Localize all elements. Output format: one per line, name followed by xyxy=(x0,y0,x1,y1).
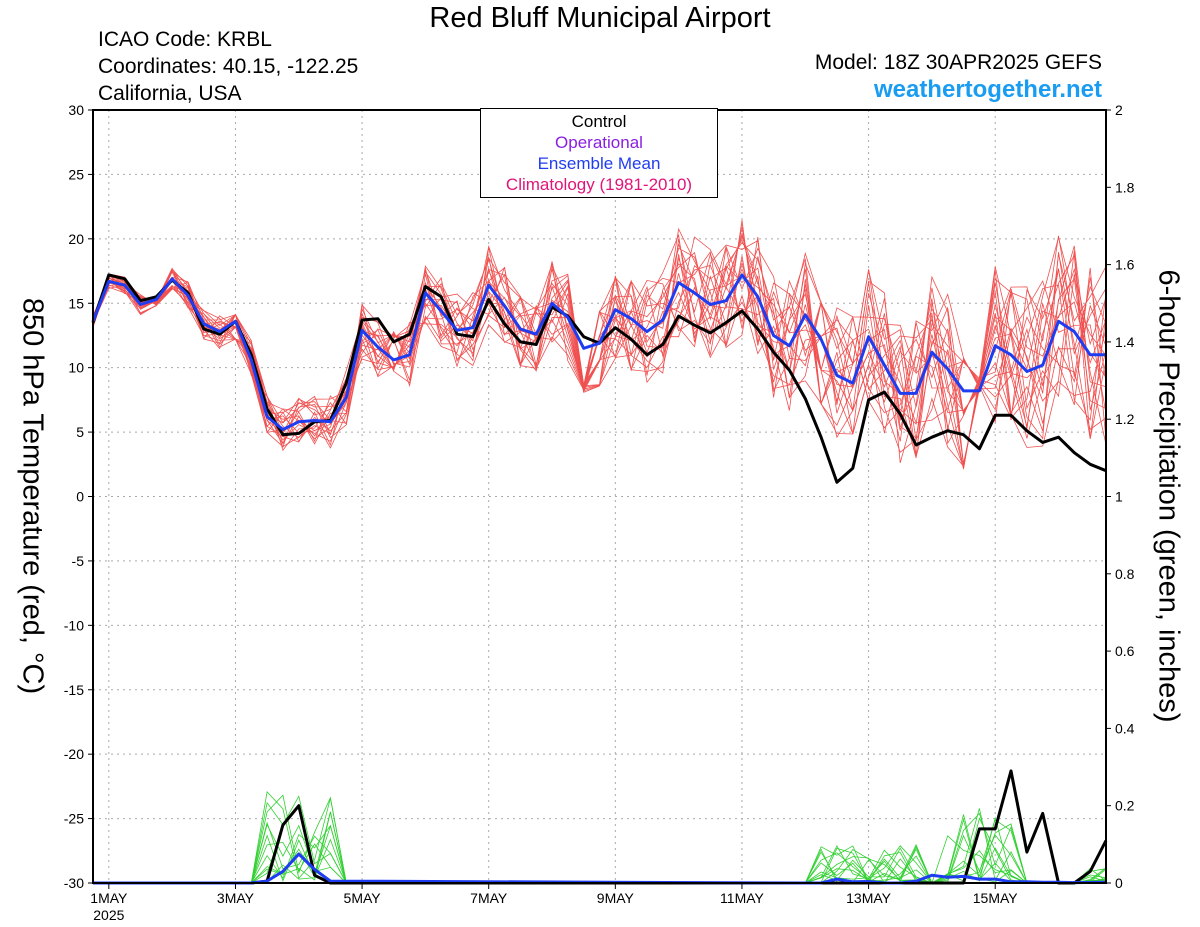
y-tick-label: 0 xyxy=(76,489,84,505)
legend-control: Control xyxy=(571,112,627,131)
y-tick-label: 5 xyxy=(76,424,84,440)
ensemble-member-precip xyxy=(93,812,1107,884)
y2-tick-label: 1.8 xyxy=(1115,179,1135,195)
y-tick-label: -15 xyxy=(64,682,84,698)
y2-tick-label: 2 xyxy=(1115,102,1123,118)
y-tick-label: -20 xyxy=(64,746,84,762)
y2-tick-label: 0.8 xyxy=(1115,566,1135,582)
y-tick-label: 30 xyxy=(68,102,84,118)
y2-tick-label: 1.2 xyxy=(1115,411,1135,427)
chart-title: Red Bluff Municipal Airport xyxy=(429,2,771,34)
ensemble-mean-temperature-line xyxy=(91,273,1106,431)
x-tick-label: 13MAY xyxy=(846,890,892,906)
site-link[interactable]: weathertogether.net xyxy=(873,76,1102,103)
y-tick-label: 25 xyxy=(68,166,84,182)
y2-tick-label: 0.2 xyxy=(1115,798,1135,814)
legend-climatology: Climatology (1981-2010) xyxy=(505,175,693,194)
ensemble-member-temp xyxy=(92,226,1107,443)
right-axis-ticks: 2 1.8 1.6 1.4 1.2 1 0.8 0.6 0.4 0.2 0 xyxy=(1106,102,1135,891)
gridlines xyxy=(93,110,1106,883)
y-tick-label: -10 xyxy=(64,617,84,633)
y-tick-label: 15 xyxy=(68,295,84,311)
icao-code: ICAO Code: KRBL xyxy=(98,28,272,51)
x-tick-sublabel: 2025 xyxy=(93,907,124,923)
control-precipitation-line xyxy=(93,769,1108,885)
x-tick-label: 15MAY xyxy=(973,890,1019,906)
model-run: Model: 18Z 30APR2025 GEFS xyxy=(814,51,1102,74)
y2-tick-label: 0 xyxy=(1115,875,1123,891)
legend: Control Operational Ensemble Mean Climat… xyxy=(480,108,718,198)
x-tick-label: 7MAY xyxy=(470,890,508,906)
legend-operational: Operational xyxy=(555,133,643,152)
left-axis-ticks: 30 25 20 15 10 5 0 -5 -10 -15 -20 -25 -30 xyxy=(64,102,93,891)
y-tick-label: -30 xyxy=(64,875,84,891)
y2-tick-label: 1 xyxy=(1115,489,1123,505)
x-tick-label: 5MAY xyxy=(344,890,382,906)
ensemble-member-precip xyxy=(93,812,1107,884)
x-tick-label: 11MAY xyxy=(720,890,764,906)
x-tick-label: 3MAY xyxy=(217,890,255,906)
series-lines xyxy=(91,273,1108,885)
y-axis-label-right: 6-hour Precipitation (green, inches) xyxy=(1152,269,1185,723)
legend-ensemble-mean: Ensemble Mean xyxy=(537,154,661,173)
y2-tick-label: 0.6 xyxy=(1115,643,1135,659)
region: California, USA xyxy=(98,82,242,105)
y-tick-label: 20 xyxy=(68,231,84,247)
x-tick-label: 9MAY xyxy=(597,890,635,906)
y2-tick-label: 1.4 xyxy=(1115,334,1135,350)
y2-tick-label: 0.4 xyxy=(1115,720,1135,736)
y-tick-label: -25 xyxy=(64,811,84,827)
ensemble-members-precipitation xyxy=(93,791,1107,884)
ensemble-member-precip xyxy=(93,795,1107,884)
ensemble-member-precip xyxy=(93,794,1107,884)
y-tick-label: -5 xyxy=(72,553,85,569)
y-axis-label-left: 850 hPa Temperature (red, °C) xyxy=(16,297,49,695)
coordinates: Coordinates: 40.15, -122.25 xyxy=(98,55,359,78)
y-tick-label: 10 xyxy=(68,360,84,376)
x-tick-label: 1MAY xyxy=(90,890,128,906)
y2-tick-label: 1.6 xyxy=(1115,257,1135,273)
